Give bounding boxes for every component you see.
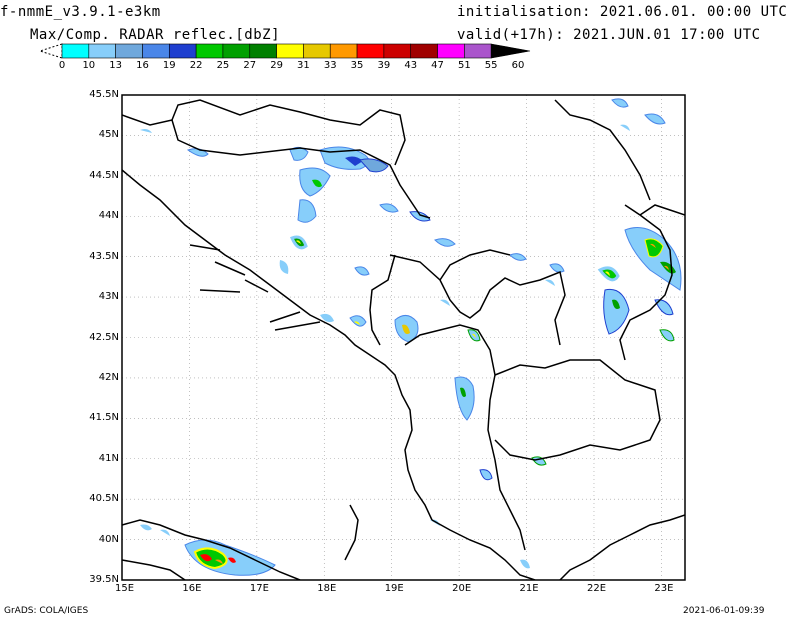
footer-right: 2021-06-01-09:39	[683, 606, 765, 616]
lat-tick-label: 40N	[98, 533, 119, 545]
lat-tick-label: 41.5N	[89, 412, 119, 424]
lon-tick-label: 15E	[115, 583, 135, 594]
colorbar-tick-label: 27	[243, 60, 257, 71]
lon-tick-label: 22E	[586, 583, 607, 594]
colorbar	[38, 43, 531, 59]
colorbar-tick-label: 47	[431, 60, 444, 71]
lat-tick-label: 43N	[98, 291, 119, 303]
echo-cluster-albania	[430, 253, 547, 569]
lat-tick-label: 44.5N	[89, 169, 119, 181]
colorbar-tick-label: 33	[323, 60, 337, 71]
colorbar-tick-label: 25	[216, 60, 230, 71]
colorbar-tick-label: 16	[136, 60, 149, 71]
lat-tick-label: 42N	[98, 371, 119, 383]
colorbar-swatch	[490, 43, 531, 59]
colorbar-tick-label: 22	[189, 60, 203, 71]
lat-tick-label: 42.5N	[89, 331, 119, 343]
colorbar-tick-label: 60	[511, 60, 525, 71]
lat-tick-label: 39.5N	[89, 574, 119, 585]
colorbar-tick-label: 31	[297, 60, 310, 71]
colorbar-tick-label: 55	[484, 60, 498, 71]
lat-tick-label: 45N	[98, 129, 119, 141]
colorbar-tick-label: 19	[162, 60, 176, 71]
lat-tick-label: 43.5N	[89, 250, 119, 262]
lat-tick-label: 40.5N	[89, 493, 119, 505]
colorbar-tick-label: 29	[270, 60, 283, 71]
lon-tick-label: 21E	[519, 583, 539, 594]
lon-tick-label: 23E	[654, 583, 674, 594]
lon-tick-label: 17E	[249, 583, 269, 594]
field-title: Max/Comp. RADAR reflec.[dbZ]	[30, 27, 281, 43]
echo-cluster-italy	[140, 524, 276, 576]
echo-cluster-montenegro	[320, 238, 481, 343]
colorbar-tick-label: 35	[350, 60, 364, 71]
colorbar-tick-label: 51	[457, 60, 471, 71]
lon-tick-label: 19E	[384, 583, 404, 594]
lat-tick-label: 44N	[98, 210, 119, 222]
coastlines-borders	[122, 99, 685, 580]
lon-tick-label: 18E	[317, 583, 337, 594]
colorbar-tick-label: 0	[58, 60, 66, 71]
radar-echoes	[140, 98, 682, 576]
valid-time: valid(+17h): 2021.JUN.01 17:00 UTC	[457, 27, 761, 43]
lat-tick-label: 45.5N	[89, 89, 119, 100]
map-frame	[121, 94, 686, 581]
footer-left: GrADS: COLA/IGES	[4, 606, 89, 616]
colorbar-tick-label: 39	[377, 60, 391, 71]
lat-tick-label: 41N	[98, 452, 119, 464]
model-title: f-nmmE_v3.9.1-e3km	[0, 4, 161, 20]
colorbar-tick-label: 10	[82, 60, 96, 71]
lon-tick-label: 16E	[182, 583, 202, 594]
echo-cluster-bosnia	[140, 129, 431, 274]
colorbar-tick-label: 43	[404, 60, 418, 71]
lon-tick-label: 20E	[452, 583, 472, 594]
colorbar-tick-label: 13	[109, 60, 123, 71]
init-time: initialisation: 2021.06.01. 00:00 UTC	[457, 4, 788, 20]
